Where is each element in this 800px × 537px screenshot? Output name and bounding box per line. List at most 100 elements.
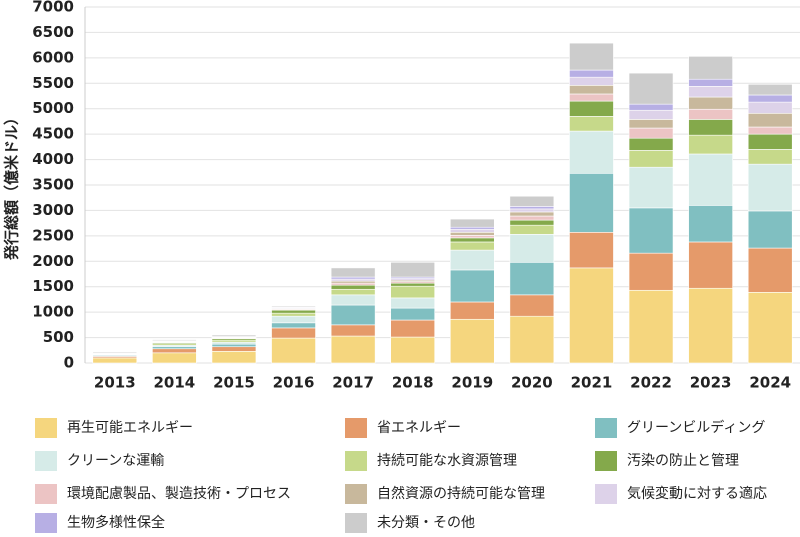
bar-segment: [688, 287, 733, 364]
bar-segment: [688, 96, 733, 110]
legend-label: 気候変動に対する適応: [627, 485, 767, 502]
bar-segment: [628, 289, 674, 364]
bar-segment: [449, 226, 495, 230]
bar-segment: [330, 304, 376, 326]
legend-swatch: [595, 484, 617, 504]
y-tick-label: 1500: [32, 277, 74, 295]
legend-swatch: [345, 418, 367, 438]
bar-segment: [211, 341, 257, 345]
bar-segment: [569, 130, 614, 174]
bar-segment: [688, 78, 733, 87]
bar-segment: [152, 346, 197, 350]
x-tick-label: 2014: [154, 374, 196, 392]
legend-swatch: [345, 513, 367, 533]
x-tick-label: 2013: [94, 374, 136, 392]
legend-label: 省エネルギー: [377, 420, 461, 436]
y-tick-label: 0: [64, 354, 74, 372]
bar-segment: [747, 133, 793, 150]
bar-segment: [390, 285, 436, 299]
bar-segment: [569, 267, 614, 364]
bar-segment: [509, 262, 555, 296]
bar-segment: [509, 211, 555, 217]
bar-segment: [152, 348, 197, 354]
legend-label: グリーンビルディング: [627, 419, 765, 436]
bar-segment: [628, 207, 674, 254]
bar-segment: [688, 153, 733, 206]
bar-segment: [628, 72, 674, 105]
bar-segment: [747, 94, 793, 103]
bar-segment: [211, 343, 257, 348]
legend-label: 未分類・その他: [377, 515, 475, 531]
bar-segment: [747, 112, 793, 128]
bar-segment: [509, 206, 555, 210]
bar-segment: [449, 241, 495, 251]
bar-segment: [628, 137, 674, 151]
bar-segment: [330, 324, 376, 337]
bar-segment: [271, 322, 316, 329]
bar-segment: [390, 282, 436, 287]
bar-segment: [569, 76, 614, 86]
bar-segment: [449, 237, 495, 243]
bar-segment: [330, 276, 376, 280]
legend-label: 持続可能な水資源管理: [377, 452, 517, 469]
bar-segment: [509, 208, 555, 213]
bar-segment: [271, 312, 316, 317]
bar-segment: [330, 282, 376, 286]
legend-swatch: [35, 451, 57, 471]
bar-segment: [449, 218, 495, 228]
y-tick-label: 4000: [32, 150, 74, 168]
bar-segment: [509, 224, 555, 235]
bar-segment: [509, 294, 555, 317]
y-axis-title: 発行総額（億米ドル）: [3, 110, 21, 261]
bar-segment: [569, 93, 614, 102]
bar-segment: [747, 292, 793, 364]
bar-segment: [152, 339, 197, 341]
bar-segment: [390, 336, 436, 364]
bar-segment: [152, 352, 197, 364]
bar-segment: [271, 337, 316, 364]
bar-segment: [330, 288, 376, 296]
bar-segment: [390, 319, 436, 338]
legend-label: 汚染の防止と管理: [627, 453, 739, 469]
bar-segment: [449, 235, 495, 239]
bar-segment: [747, 84, 793, 96]
bar-segment: [688, 205, 733, 243]
bar-segment: [628, 127, 674, 139]
bar-segment: [628, 166, 674, 209]
legend-swatch: [35, 484, 57, 504]
bar-segment: [211, 346, 257, 352]
bar-segment: [271, 327, 316, 339]
legend-label: 環境配慮製品、製造技術・プロセス: [67, 486, 291, 502]
legend-swatch: [595, 418, 617, 438]
bar-segment: [747, 126, 793, 135]
x-tick-label: 2022: [630, 374, 672, 392]
bar-segment: [628, 103, 674, 111]
y-tick-label: 1000: [32, 303, 74, 321]
bar-segment: [330, 278, 376, 282]
x-tick-label: 2024: [749, 374, 791, 392]
bar-segment: [569, 116, 614, 132]
bar-segment: [211, 339, 257, 343]
legend-label: 自然資源の持続可能な管理: [377, 485, 545, 502]
bar-segment: [569, 42, 614, 71]
bar-segment: [449, 318, 495, 364]
bar-segment: [628, 150, 674, 168]
bar-segment: [688, 134, 733, 155]
y-tick-label: 2500: [32, 226, 74, 244]
legend-swatch: [35, 513, 57, 533]
bar-segment: [211, 334, 257, 337]
y-tick-label: 3500: [32, 176, 74, 194]
legend-label: クリーンな運輸: [67, 453, 164, 469]
bar-segment: [509, 315, 555, 364]
y-tick-label: 5000: [32, 99, 74, 117]
bar-segment: [509, 219, 555, 226]
bar-segment: [330, 267, 376, 278]
bar-segment: [330, 294, 376, 306]
legend-swatch: [345, 451, 367, 471]
bar-segment: [688, 241, 733, 289]
legend-swatch: [345, 484, 367, 504]
bar-segment: [688, 86, 733, 98]
bar-segment: [330, 335, 376, 364]
bar-segment: [569, 173, 614, 233]
